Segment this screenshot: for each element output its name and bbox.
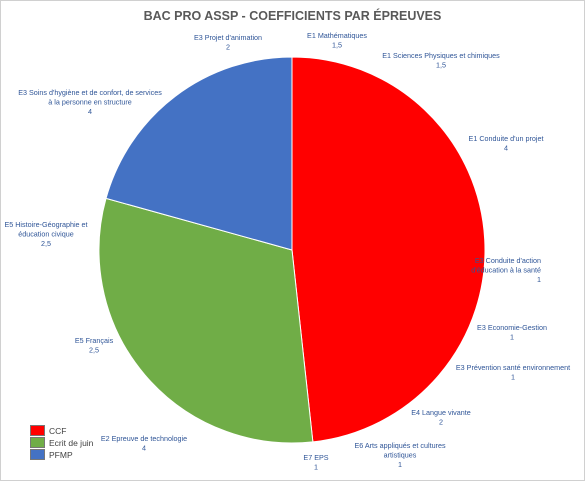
legend-item: CCF — [30, 425, 93, 436]
slice-label: E3 Prévention santé environnement 1 — [456, 363, 570, 382]
slice-label: E3 Soins d'hygiène et de confort, de ser… — [18, 88, 162, 116]
slice-label: E6 Arts appliqués et cultures artistiques… — [354, 441, 445, 469]
legend-item: PFMP — [30, 449, 93, 460]
legend-swatch — [30, 425, 45, 436]
legend-label: Ecrit de juin — [49, 437, 94, 448]
slice-label: E2 Epreuve de technologie 4 — [101, 434, 187, 453]
slice-label: E3 Conduite d'action d'éducation à la san… — [471, 256, 541, 284]
slice-label: E7 EPS 1 — [303, 453, 328, 472]
slice-label: E4 Langue vivante 2 — [411, 408, 471, 427]
slice-label: E5 Histoire-Géographie et éducation civiq… — [4, 220, 87, 248]
pie-slice-ecrit-de-juin — [98, 197, 314, 444]
slice-label: E5 Français 2,5 — [75, 336, 114, 355]
slice-label: E1 Conduite d'un projet 4 — [469, 134, 544, 153]
legend-label: CCF — [49, 425, 67, 436]
legend: CCF Ecrit de juin PFMP — [30, 425, 93, 461]
slice-label: E3 Economie-Gestion 1 — [477, 323, 547, 342]
slice-labels: E1 Mathématiques 1,5 E1 Sciences Physiques… — [4, 31, 570, 472]
slice-label: E3 Projet d'animation 2 — [194, 33, 262, 52]
chart-title: BAC PRO ASSP - COEFFICIENTS PAR ÉPREUVES — [143, 9, 442, 23]
slice-label: E1 Sciences Physiques et chimiques 1,5 — [382, 51, 500, 70]
legend-swatch — [30, 449, 45, 460]
pie-slices — [98, 56, 486, 444]
slice-label: E1 Mathématiques 1,5 — [307, 31, 367, 50]
pie-slice-ccf — [291, 56, 486, 443]
pie-slice-pfmp — [105, 56, 293, 251]
legend-swatch — [30, 437, 45, 448]
legend-label: PFMP — [49, 449, 73, 460]
legend-item: Ecrit de juin — [30, 437, 93, 448]
